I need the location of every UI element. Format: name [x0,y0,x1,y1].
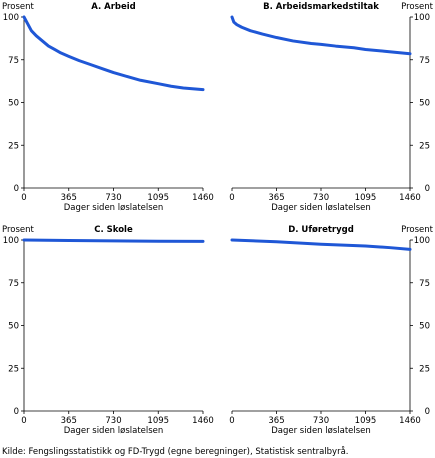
source-note: Kilde: Fengslingsstatistikk og FD-Trygd … [2,447,349,457]
y-tick-label: 25 [8,141,19,151]
y-tick-label: 0 [425,184,430,194]
y-tick-label: 25 [419,141,430,151]
y-tick-label: 50 [8,99,19,109]
x-tick-label: 365 [61,193,77,203]
panel-title: C. Skole [94,225,133,235]
y-tick-label: 100 [3,236,19,246]
panel-title: A. Arbeid [91,2,136,12]
series-line [230,238,412,251]
y-unit-label: Prosent [401,2,434,12]
y-tick-label: 0 [14,407,19,417]
y-tick-label: 0 [14,184,19,194]
y-tick-label: 100 [414,13,430,23]
x-tick-label: 365 [61,416,77,426]
panel-b: 0 25 50 75 100 0 365 730 1095 1460 Dager siden løs… [229,2,433,213]
panel-c: 0 25 50 75 100 0 365 730 1095 1460 Dager siden løs… [2,225,214,436]
y-tick-label: 25 [419,364,430,374]
panel-a: 0 25 50 75 100 0 365 730 1095 1460 Dager siden løs… [2,2,214,213]
y-tick-label: 75 [419,56,430,66]
y-tick-label: 25 [8,364,19,374]
x-tick-label: 1095 [355,193,377,203]
y-unit-label: Prosent [2,225,35,235]
y-tick-label: 0 [425,407,430,417]
x-tick-label: 365 [268,193,284,203]
x-axis-label: Dager siden løslatelsen [64,203,164,213]
x-axis-label: Dager siden løslatelsen [271,203,371,213]
series-line [22,15,205,92]
x-tick-label: 365 [268,416,284,426]
series-line [230,15,412,56]
y-unit-label: Prosent [2,2,35,12]
y-tick-label: 75 [8,56,19,66]
x-tick-label: 730 [105,193,121,203]
y-tick-label: 50 [419,99,430,109]
y-tick-label: 50 [8,322,19,332]
panel-title: B. Arbeidsmarkedstiltak [263,2,379,12]
x-tick-label: 730 [105,416,121,426]
x-tick-label: 730 [313,416,329,426]
x-tick-label: 1095 [355,416,377,426]
x-tick-label: 0 [229,193,234,203]
y-tick-label: 100 [3,13,19,23]
y-tick-label: 75 [8,279,19,289]
x-tick-label: 1095 [147,416,169,426]
x-tick-label: 1460 [192,416,214,426]
x-tick-label: 1460 [399,416,421,426]
panel-title: D. Uføretrygd [288,225,354,235]
x-tick-label: 730 [313,193,329,203]
series-line [22,238,205,243]
x-axis-label: Dager siden løslatelsen [271,426,371,436]
x-tick-label: 0 [21,416,26,426]
y-tick-label: 100 [414,236,430,246]
x-tick-label: 1095 [147,193,169,203]
x-tick-label: 0 [229,416,234,426]
x-tick-label: 1460 [192,193,214,203]
y-tick-label: 50 [419,322,430,332]
x-tick-label: 1460 [399,193,421,203]
y-unit-label: Prosent [401,225,434,235]
x-tick-label: 0 [21,193,26,203]
y-tick-label: 75 [419,279,430,289]
x-axis-label: Dager siden løslatelsen [64,426,164,436]
panel-d: 0 25 50 75 100 0 365 730 1095 1460 Dager siden løs… [229,225,433,436]
